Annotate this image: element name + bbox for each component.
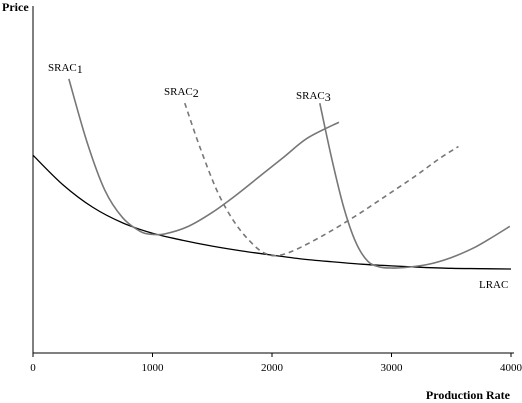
curves <box>32 78 512 270</box>
curve-label-subscript: 2 <box>193 86 199 100</box>
curve-label-main: LRAC <box>479 279 508 291</box>
y-axis: Price <box>2 0 34 353</box>
curve-srac1 <box>68 78 340 236</box>
x-axis-label: Production Rate <box>426 388 511 402</box>
x-axis: Production Rate <box>33 352 514 402</box>
curve-label-srac3: SRAC3 <box>296 90 331 104</box>
curve-label-main: SRAC <box>164 86 193 98</box>
curve-label-subscript: 1 <box>77 62 83 76</box>
x-ticks: 0 1000 2000 3000 4000 <box>30 353 522 374</box>
x-tick-label: 0 <box>30 362 36 374</box>
x-tick-label: 3000 <box>381 362 404 374</box>
curve-lrac <box>32 154 512 270</box>
curve-label-main: SRAC <box>296 90 325 102</box>
curve-label-srac1: SRAC1 <box>48 62 83 76</box>
x-tick-label: 4000 <box>500 362 522 374</box>
curve-label-main: SRAC <box>48 62 77 74</box>
curve-srac3 <box>319 102 511 269</box>
y-axis-label: Price <box>2 0 29 14</box>
curve-label-subscript: 3 <box>325 90 331 104</box>
x-tick-label: 2000 <box>261 362 284 374</box>
curve-label-lrac: LRAC <box>479 279 508 291</box>
curve-label-srac2: SRAC2 <box>164 86 199 100</box>
x-tick-label: 1000 <box>142 362 165 374</box>
curve-srac2 <box>184 102 459 257</box>
